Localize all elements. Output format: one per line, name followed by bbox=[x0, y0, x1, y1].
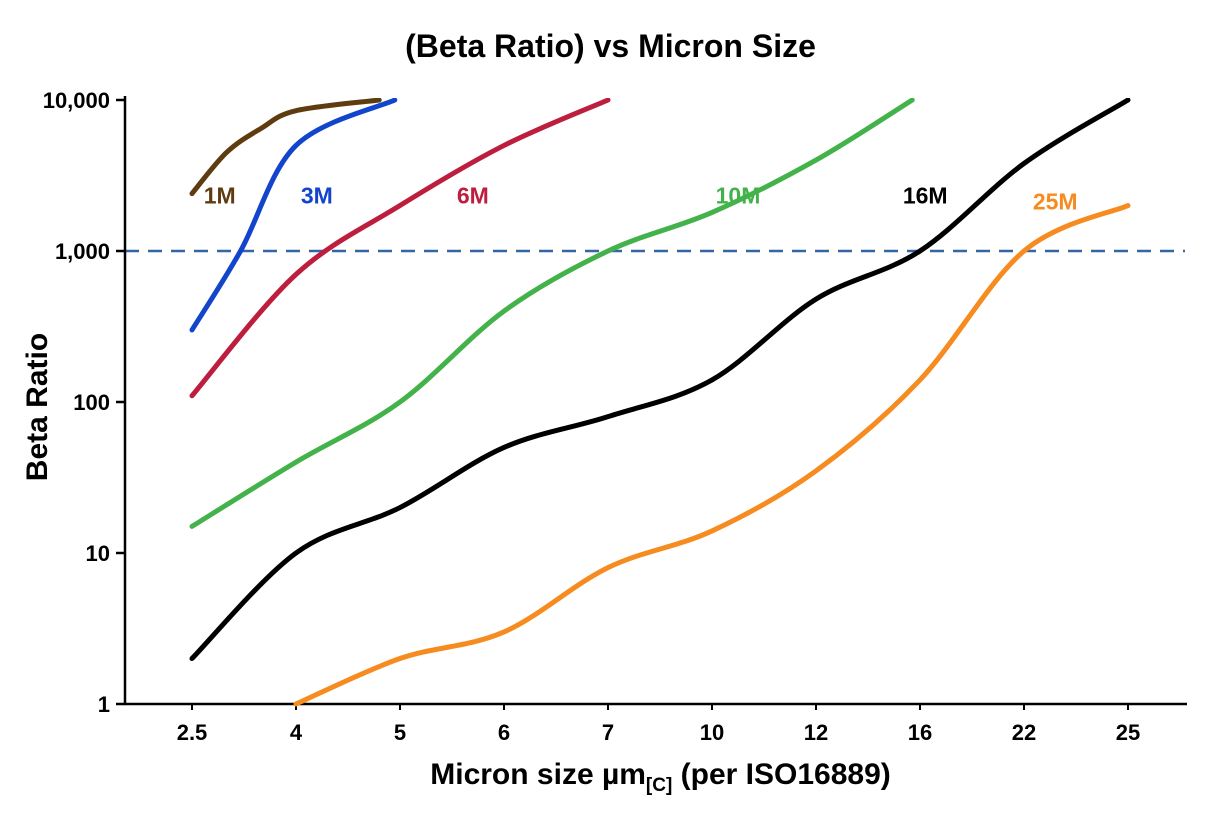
y-tick-label: 1 bbox=[98, 692, 110, 717]
x-tick-label: 6 bbox=[498, 720, 510, 745]
x-tick-label: 7 bbox=[602, 720, 614, 745]
x-tick-label: 5 bbox=[394, 720, 406, 745]
series-label-16M: 16M bbox=[903, 182, 948, 208]
x-tick-label: 16 bbox=[908, 720, 932, 745]
x-tick-label: 22 bbox=[1012, 720, 1036, 745]
x-axis-label-rest: (per ISO16889) bbox=[672, 758, 891, 791]
x-tick-label: 25 bbox=[1116, 720, 1140, 745]
x-axis-label-main: Micron size µm bbox=[430, 758, 646, 791]
series-label-25M: 25M bbox=[1033, 188, 1078, 214]
series-label-3M: 3M bbox=[301, 182, 333, 208]
series-line-1M bbox=[189, 98, 382, 197]
x-tick-label: 2.5 bbox=[177, 720, 208, 745]
series-line-25M bbox=[293, 203, 1131, 707]
y-tick-label: 10 bbox=[86, 541, 110, 566]
x-tick-label: 12 bbox=[804, 720, 828, 745]
x-tick-label: 10 bbox=[700, 720, 724, 745]
series-line-6M bbox=[189, 98, 611, 399]
x-axis-label-subscript: [C] bbox=[645, 775, 673, 796]
x-tick-label: 4 bbox=[290, 720, 303, 745]
series-label-6M: 6M bbox=[457, 182, 489, 208]
y-tick-label: 10,000 bbox=[43, 88, 110, 113]
y-tick-label: 1,000 bbox=[55, 239, 110, 264]
x-axis-label: Micron size µm[C] (per ISO16889) bbox=[0, 758, 1221, 796]
series-line-10M bbox=[189, 98, 915, 529]
series-line-3M bbox=[189, 98, 398, 333]
chart-title: (Beta Ratio) vs Micron Size bbox=[405, 28, 816, 64]
series-line-16M bbox=[189, 98, 1131, 662]
y-tick-label: 100 bbox=[73, 390, 110, 415]
series-label-10M: 10M bbox=[716, 182, 761, 208]
series-label-1M: 1M bbox=[204, 182, 236, 208]
